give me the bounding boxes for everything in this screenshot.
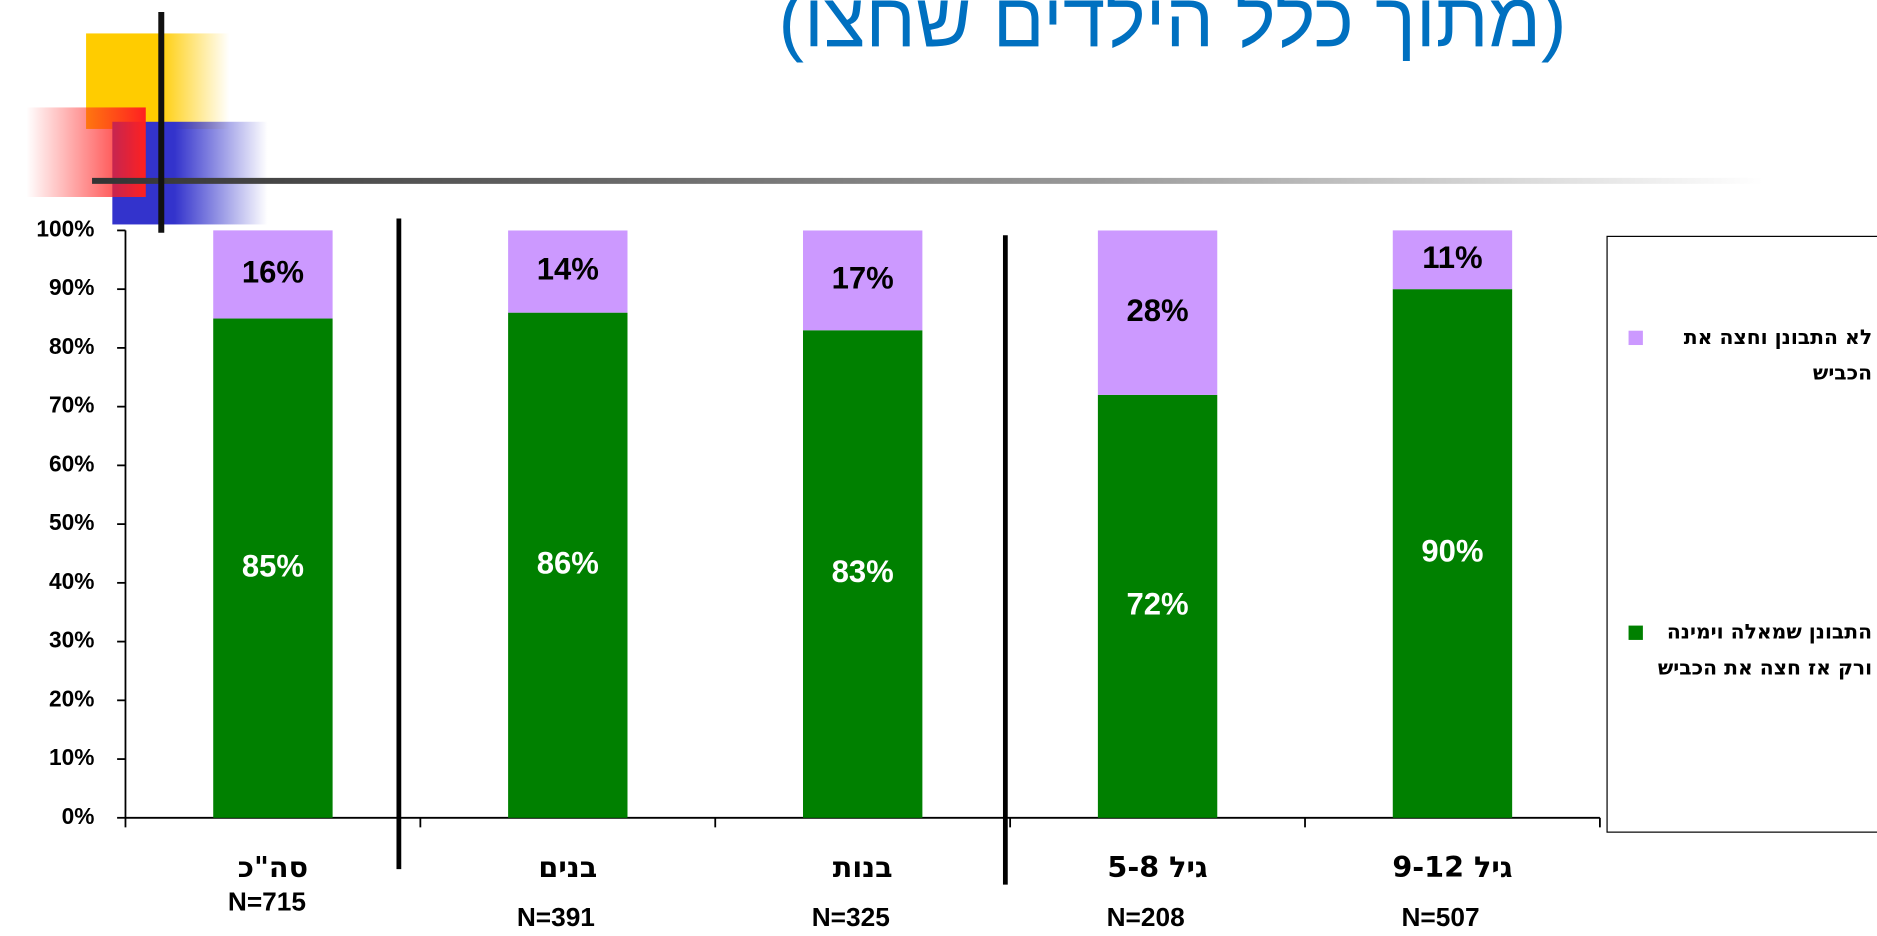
- value-label: 28%: [1127, 293, 1189, 328]
- value-label: 86%: [537, 545, 599, 580]
- y-tick-label: 40%: [49, 568, 94, 594]
- category-note: N=325: [812, 902, 890, 932]
- legend-entry: התבונן שמאלה וימינה ורק אז חצה את הכביש: [1648, 615, 1872, 734]
- page: {"chart_data": {"type": "stacked-bar", "…: [0, 0, 1877, 936]
- legend-swatch: [1629, 331, 1643, 345]
- y-tick-label: 90%: [49, 274, 94, 300]
- category-note: N=507: [1401, 902, 1479, 932]
- y-tick-label: 70%: [49, 392, 94, 418]
- value-label: 85%: [242, 548, 304, 583]
- x-tick-label: בנות: [833, 850, 893, 884]
- legend-label: התבונן שמאלה וימינה ורק אז חצה את הכביש: [1648, 615, 1872, 687]
- y-tick-label: 0%: [62, 803, 95, 829]
- x-tick-label: גיל 9-12: [1392, 850, 1512, 884]
- legend-swatch: [1629, 626, 1643, 640]
- value-label: 11%: [1422, 240, 1482, 275]
- y-tick-label: 30%: [49, 627, 94, 653]
- category-note: N=208: [1107, 902, 1185, 932]
- value-label: 17%: [832, 261, 894, 296]
- legend-entry: לא התבונן וחצה את הכביש: [1648, 320, 1872, 439]
- value-label: 90%: [1421, 534, 1483, 569]
- category-note: N=391: [517, 902, 595, 932]
- x-tick-label: בנים: [538, 850, 597, 884]
- y-tick-label: 10%: [49, 744, 94, 770]
- x-tick-label: גיל 5-8: [1107, 850, 1207, 884]
- y-tick-label: 80%: [49, 333, 94, 359]
- y-tick-label: 50%: [49, 509, 94, 535]
- value-label: 72%: [1127, 587, 1189, 622]
- x-tick-label: סה"כ: [238, 850, 308, 884]
- y-tick-label: 20%: [49, 685, 94, 711]
- category-note: N=715: [228, 887, 306, 917]
- value-label: 83%: [832, 554, 894, 589]
- value-label: 16%: [242, 255, 304, 290]
- plot-area: [213, 225, 1512, 818]
- y-tick-label: 100%: [36, 215, 94, 241]
- legend-label: לא התבונן וחצה את הכביש: [1648, 320, 1872, 392]
- y-tick-label: 60%: [49, 450, 94, 476]
- value-label: 14%: [537, 252, 599, 287]
- chart: (מתוך כלל הילדים שחצו) 0% 10% 20% 30% 40% 50%…: [0, 0, 1877, 936]
- chart-title: (מתוך כלל הילדים שחצו): [779, 0, 1567, 63]
